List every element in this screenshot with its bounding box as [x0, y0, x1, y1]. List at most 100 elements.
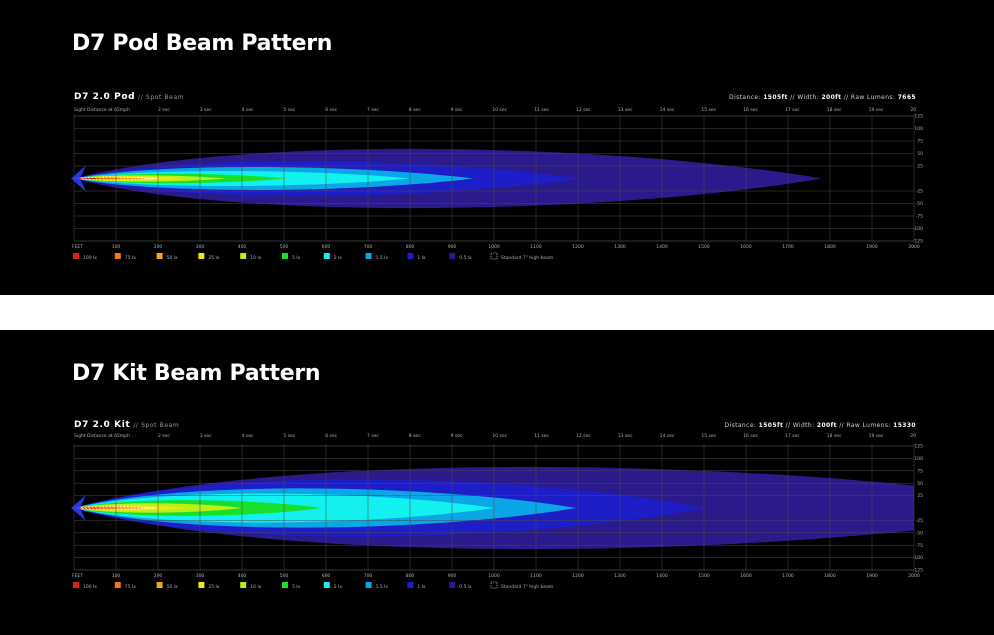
- standard-high-beam-outline: [74, 176, 156, 181]
- x-tick-label: 1100: [530, 244, 542, 250]
- x-tick-label: 900: [448, 573, 457, 579]
- legend-label: 10 lx: [250, 255, 261, 261]
- legend-swatch: [240, 582, 247, 588]
- seconds-tick-label: 4 sec: [242, 107, 254, 113]
- legend: 100 lx 75 lx 50 lx 25 lx 10 lx 5 lx 2 lx 1.5 lx…: [73, 581, 553, 590]
- legend-label: 75 lx: [125, 255, 136, 261]
- x-tick-label: 1700: [782, 573, 794, 579]
- legend-swatch: [198, 582, 205, 588]
- legend-swatch: [114, 582, 121, 588]
- y-tick-label: -50: [916, 201, 923, 207]
- seconds-tick-label: 8 sec: [409, 433, 421, 439]
- panel-heading: D7 Pod Beam Pattern: [72, 31, 333, 56]
- x-tick-label: 800: [406, 244, 415, 250]
- x-tick-label: 300: [196, 244, 205, 250]
- product-name: D7 2.0 Pod: [74, 92, 135, 102]
- seconds-tick-label: 9 sec: [451, 107, 463, 113]
- beam-area-100-lx: [74, 507, 102, 509]
- legend-label: 75 lx: [125, 584, 136, 590]
- legend-label: 50 lx: [167, 255, 178, 261]
- seconds-tick-label: 11 sec: [534, 433, 549, 439]
- seconds-tick-label: 4 sec: [242, 433, 254, 439]
- legend-swatch: [156, 253, 163, 259]
- seconds-tick-label: 19 sec: [869, 433, 884, 439]
- seconds-tick-label: 18 sec: [827, 107, 842, 113]
- legend-label: 5 lx: [292, 584, 301, 590]
- spec-separator: //: [841, 94, 850, 101]
- seconds-tick-label: 3 sec: [200, 107, 212, 113]
- legend-label: 10 lx: [250, 584, 261, 590]
- seconds-tick-label: 18 sec: [827, 433, 842, 439]
- seconds-tick-label: 12 sec: [576, 107, 591, 113]
- y-tick-label: -25: [916, 189, 923, 195]
- legend-swatch: [449, 582, 456, 588]
- legend-swatch: [365, 582, 372, 588]
- y-tick-label: -50: [916, 530, 923, 536]
- legend-swatch-standard: [490, 252, 498, 260]
- beam-specs: Distance: 1505ft // Width: 200ft // Raw …: [729, 94, 916, 101]
- seconds-tick-label: 16 sec: [743, 107, 758, 113]
- y-tick-label: 125: [914, 114, 923, 120]
- legend-swatch: [282, 253, 288, 259]
- seconds-tick-label: 14 sec: [660, 107, 675, 113]
- seconds-tick-label: 5 sec: [283, 107, 295, 113]
- beam-panel-kit: D7 Kit Beam Pattern D7 2.0 Kit// Spot Be…: [0, 330, 994, 635]
- legend-swatch: [365, 253, 372, 259]
- legend-swatch: [240, 253, 247, 259]
- seconds-tick-label: 13 sec: [618, 433, 633, 439]
- legend-swatch: [114, 253, 121, 259]
- width-value: 200ft: [817, 422, 837, 429]
- distance-label: Distance:: [729, 94, 763, 101]
- lumens-value: 7665: [898, 94, 916, 101]
- legend-label: 100 lx: [83, 584, 97, 590]
- x-tick-label: 1200: [572, 573, 584, 579]
- x-tick-label: 100: [112, 244, 121, 250]
- x-tick-label: 400: [238, 244, 247, 250]
- beam-panel-pod: D7 Pod Beam Pattern D7 2.0 Pod// Spot Be…: [0, 0, 994, 295]
- legend-label: Standard 7" high beam: [501, 584, 553, 590]
- x-tick-label: 1800: [824, 573, 836, 579]
- seconds-tick-label: 8 sec: [409, 107, 421, 113]
- beam-series-group: [74, 148, 822, 209]
- product-title: D7 2.0 Pod// Spot Beam: [74, 92, 184, 102]
- seconds-tick-label: 17 sec: [785, 107, 800, 113]
- seconds-tick-label: 5 sec: [283, 433, 295, 439]
- x-tick-label: 1300: [614, 573, 626, 579]
- y-tick-label: -100: [913, 226, 923, 232]
- product-title: D7 2.0 Kit// Spot Beam: [74, 420, 179, 430]
- legend-label: 0.5 lx: [459, 255, 472, 261]
- grid-group: [73, 114, 915, 242]
- legend-label: 100 lx: [83, 255, 97, 261]
- y-tick-label: 75: [917, 468, 923, 474]
- legend-label: Standard 7" high beam: [501, 255, 553, 261]
- legend-label: 5 lx: [292, 255, 301, 261]
- y-tick-label: 75: [917, 139, 923, 145]
- legend-swatch: [323, 582, 330, 588]
- width-label: Width:: [793, 422, 817, 429]
- y-tick-label: 25: [917, 164, 923, 170]
- legend-swatch: [73, 253, 79, 259]
- legend-label: 0.5 lx: [459, 584, 472, 590]
- seconds-tick-label: 13 sec: [618, 107, 633, 113]
- lumens-label: Raw Lumens:: [851, 94, 898, 101]
- y-tick-label: 50: [917, 481, 923, 487]
- x-tick-label: 600: [322, 573, 331, 579]
- x-tick-label: 700: [364, 573, 373, 579]
- legend-label: 1.5 lx: [376, 255, 389, 261]
- seconds-tick-label: 7 sec: [367, 433, 379, 439]
- x-tick-label: 600: [322, 244, 331, 250]
- seconds-tick-label: 6 sec: [325, 433, 337, 439]
- x-axis-label: FEET: [72, 573, 83, 579]
- legend-label: 1 lx: [417, 584, 426, 590]
- standard-high-beam-outline: [74, 506, 156, 510]
- legend-swatch: [407, 582, 414, 588]
- y-tick-label: 125: [914, 444, 923, 450]
- y-tick-label: -75: [916, 543, 923, 549]
- x-tick-label: 200: [154, 573, 163, 579]
- x-axis-label: FEET: [72, 244, 83, 250]
- seconds-tick-label: 10 sec: [492, 433, 507, 439]
- x-tick-label: 1400: [656, 573, 668, 579]
- seconds-tick-label: 6 sec: [325, 107, 337, 113]
- y-tick-label: 100: [914, 126, 923, 132]
- x-tick-label: 300: [196, 573, 205, 579]
